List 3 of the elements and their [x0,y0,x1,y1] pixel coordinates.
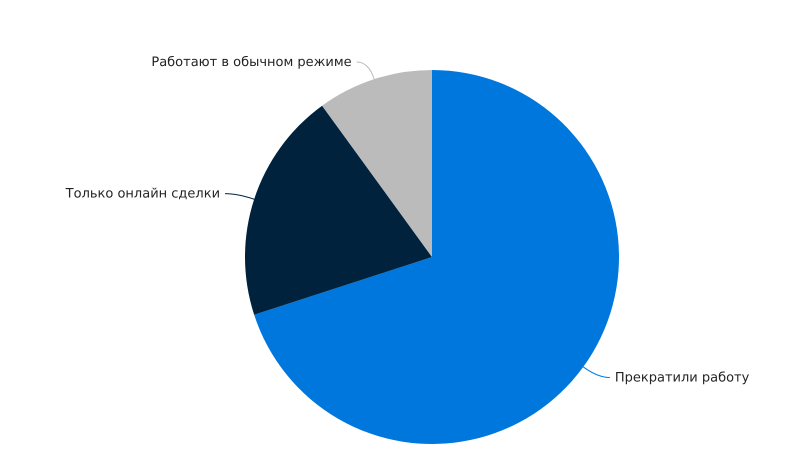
slice-label: Работают в обычном режиме [151,55,352,70]
slice-label: Прекратили работу [614,370,750,386]
slice-label: Только онлайн сделки [64,186,220,202]
